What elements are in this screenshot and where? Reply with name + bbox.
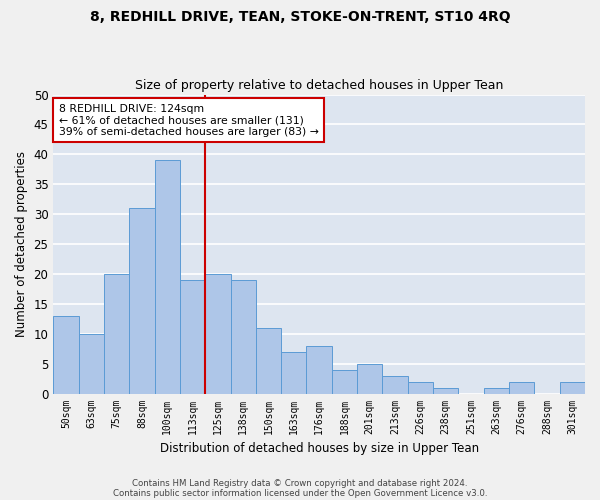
Bar [104,274,129,394]
Text: 8, REDHILL DRIVE, TEAN, STOKE-ON-TRENT, ST10 4RQ: 8, REDHILL DRIVE, TEAN, STOKE-ON-TRENT, … [89,10,511,24]
Bar [205,274,230,394]
Bar [332,370,357,394]
Bar [53,316,79,394]
Bar [509,382,535,394]
Bar [281,352,307,394]
Bar [408,382,433,394]
Bar [433,388,458,394]
Bar [180,280,205,394]
Bar [560,382,585,394]
Bar [256,328,281,394]
Bar [129,208,155,394]
Bar [230,280,256,394]
Y-axis label: Number of detached properties: Number of detached properties [15,151,28,337]
Text: Contains public sector information licensed under the Open Government Licence v3: Contains public sector information licen… [113,488,487,498]
Bar [382,376,408,394]
Bar [357,364,382,394]
Bar [79,334,104,394]
X-axis label: Distribution of detached houses by size in Upper Tean: Distribution of detached houses by size … [160,442,479,455]
Text: Contains HM Land Registry data © Crown copyright and database right 2024.: Contains HM Land Registry data © Crown c… [132,478,468,488]
Bar [307,346,332,394]
Bar [484,388,509,394]
Title: Size of property relative to detached houses in Upper Tean: Size of property relative to detached ho… [135,79,503,92]
Text: 8 REDHILL DRIVE: 124sqm
← 61% of detached houses are smaller (131)
39% of semi-d: 8 REDHILL DRIVE: 124sqm ← 61% of detache… [59,104,319,136]
Bar [155,160,180,394]
